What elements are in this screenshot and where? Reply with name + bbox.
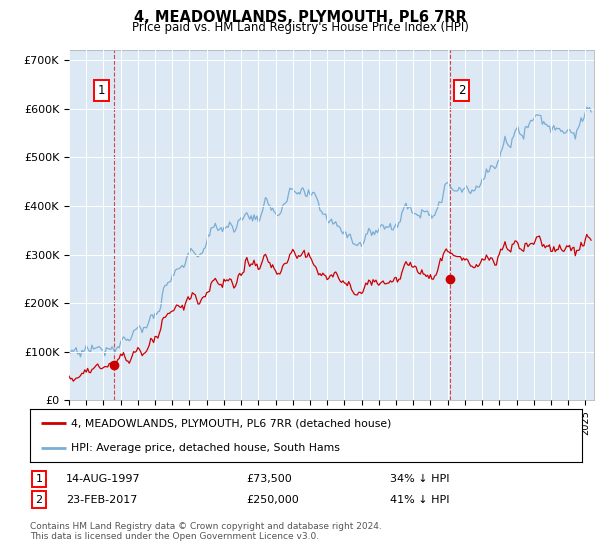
Text: 4, MEADOWLANDS, PLYMOUTH, PL6 7RR (detached house): 4, MEADOWLANDS, PLYMOUTH, PL6 7RR (detac…: [71, 418, 392, 428]
Text: HPI: Average price, detached house, South Hams: HPI: Average price, detached house, Sout…: [71, 442, 340, 452]
Text: Price paid vs. HM Land Registry's House Price Index (HPI): Price paid vs. HM Land Registry's House …: [131, 21, 469, 34]
Text: £73,500: £73,500: [246, 474, 292, 484]
Text: 34% ↓ HPI: 34% ↓ HPI: [390, 474, 449, 484]
Text: £250,000: £250,000: [246, 494, 299, 505]
Text: 14-AUG-1997: 14-AUG-1997: [66, 474, 140, 484]
Text: 23-FEB-2017: 23-FEB-2017: [66, 494, 137, 505]
Text: 4, MEADOWLANDS, PLYMOUTH, PL6 7RR: 4, MEADOWLANDS, PLYMOUTH, PL6 7RR: [134, 10, 466, 25]
Text: 1: 1: [98, 84, 106, 97]
Text: 2: 2: [458, 84, 465, 97]
Text: 2: 2: [35, 494, 43, 505]
Text: Contains HM Land Registry data © Crown copyright and database right 2024.
This d: Contains HM Land Registry data © Crown c…: [30, 522, 382, 542]
Text: 41% ↓ HPI: 41% ↓ HPI: [390, 494, 449, 505]
Text: 1: 1: [35, 474, 43, 484]
